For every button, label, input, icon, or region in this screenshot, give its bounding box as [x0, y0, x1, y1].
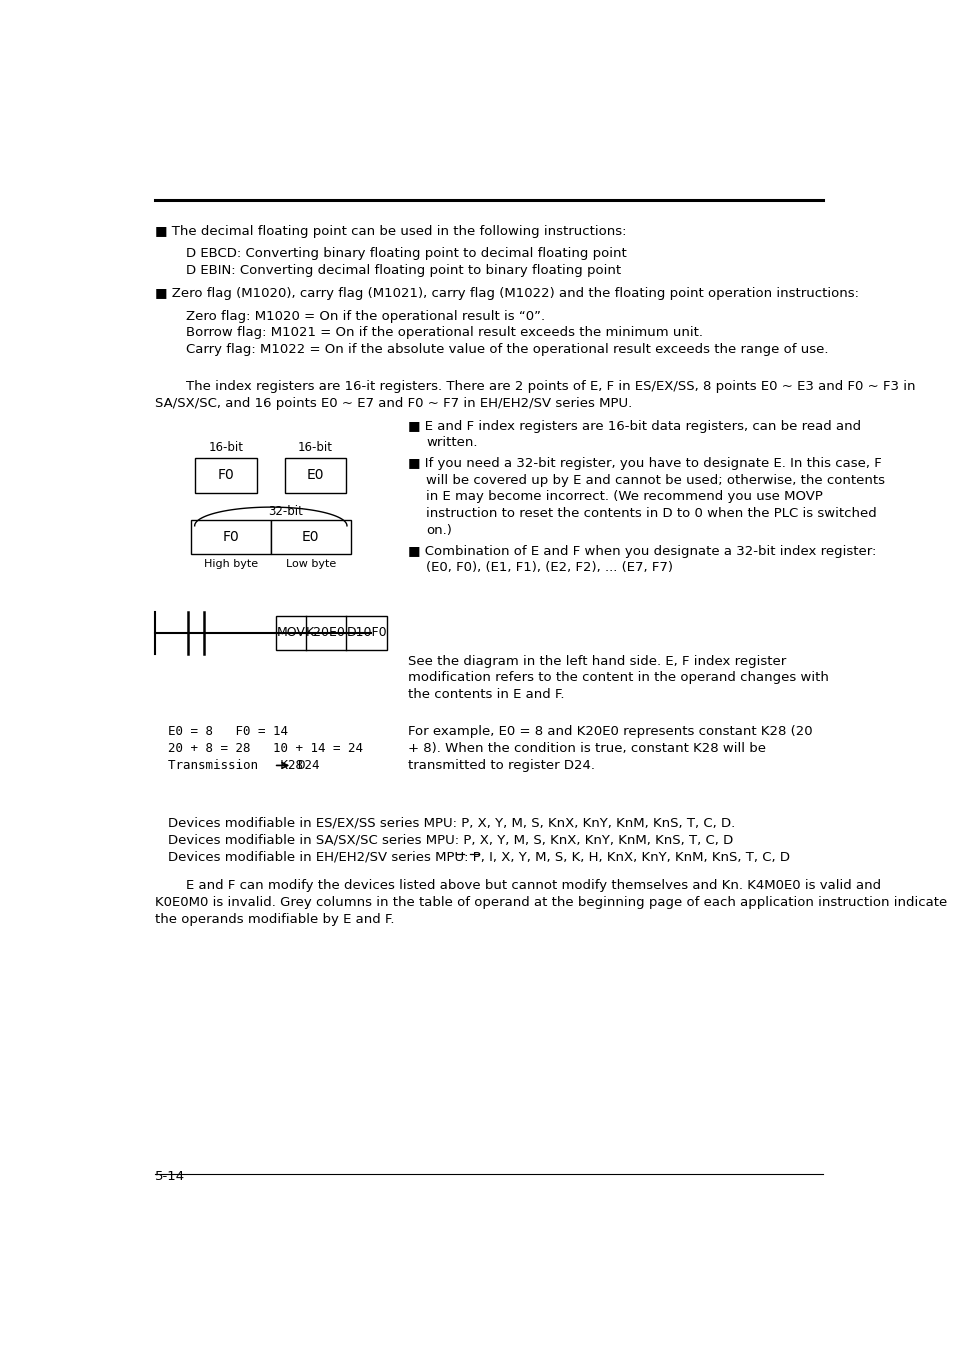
- Text: Transmission   K28: Transmission K28: [168, 759, 303, 772]
- Text: 16-bit: 16-bit: [297, 440, 333, 454]
- Text: the operands modifiable by E and F.: the operands modifiable by E and F.: [154, 913, 394, 926]
- Text: Devices modifiable in ES/EX/SS series MPU: P, X, Y, M, S, KnX, KnY, KnM, KnS, T,: Devices modifiable in ES/EX/SS series MP…: [168, 817, 735, 830]
- Text: K0E0M0 is invalid. Grey columns in the table of operand at the beginning page of: K0E0M0 is invalid. Grey columns in the t…: [154, 896, 946, 909]
- Text: D EBIN: Converting decimal floating point to binary floating point: D EBIN: Converting decimal floating poin…: [186, 263, 620, 277]
- Text: 32-bit: 32-bit: [268, 505, 303, 518]
- Bar: [285, 458, 346, 493]
- Text: E0: E0: [302, 529, 319, 544]
- Text: written.: written.: [426, 436, 477, 450]
- Bar: [191, 520, 271, 554]
- Text: SA/SX/SC, and 16 points E0 ~ E7 and F0 ~ F7 in EH/EH2/SV series MPU.: SA/SX/SC, and 16 points E0 ~ E7 and F0 ~…: [154, 397, 631, 410]
- Text: K20E0: K20E0: [306, 626, 346, 640]
- Text: in E may become incorrect. (We recommend you use MOVP: in E may become incorrect. (We recommend…: [426, 490, 822, 504]
- Text: Low byte: Low byte: [285, 559, 335, 570]
- Text: on.): on.): [426, 524, 452, 537]
- Text: E0 = 8   F0 = 14: E0 = 8 F0 = 14: [168, 725, 288, 738]
- Text: transmitted to register D24.: transmitted to register D24.: [407, 759, 594, 772]
- Text: + 8). When the condition is true, constant K28 will be: + 8). When the condition is true, consta…: [407, 743, 765, 755]
- Text: Devices modifiable in SA/SX/SC series MPU: P, X, Y, M, S, KnX, KnY, KnM, KnS, T,: Devices modifiable in SA/SX/SC series MP…: [168, 833, 733, 846]
- Text: the contents in E and F.: the contents in E and F.: [407, 688, 563, 701]
- Text: F0: F0: [222, 529, 239, 544]
- Text: Devices modifiable in EH/EH2/SV series MPU: P, I, X, Y, M, S, K, H, KnX, KnY, Kn: Devices modifiable in EH/EH2/SV series M…: [168, 850, 789, 863]
- Text: ■ E and F index registers are 16-bit data registers, can be read and: ■ E and F index registers are 16-bit dat…: [407, 420, 860, 433]
- Text: ■ Zero flag (M1020), carry flag (M1021), carry flag (M1022) and the floating poi: ■ Zero flag (M1020), carry flag (M1021),…: [154, 286, 858, 300]
- Text: The index registers are 16-it registers. There are 2 points of E, F in ES/EX/SS,: The index registers are 16-it registers.…: [186, 381, 914, 393]
- Text: (E0, F0), (E1, F1), (E2, F2), ... (E7, F7): (E0, F0), (E1, F1), (E2, F2), ... (E7, F…: [426, 562, 673, 574]
- Text: See the diagram in the left hand side. E, F index register: See the diagram in the left hand side. E…: [407, 655, 785, 668]
- Text: 16-bit: 16-bit: [209, 440, 243, 454]
- Text: High byte: High byte: [204, 559, 257, 570]
- Text: instruction to reset the contents in D to 0 when the PLC is switched: instruction to reset the contents in D t…: [426, 508, 876, 520]
- Text: 5-14: 5-14: [154, 1170, 185, 1183]
- Text: Zero flag: M1020 = On if the operational result is “0”.: Zero flag: M1020 = On if the operational…: [186, 309, 544, 323]
- Text: modification refers to the content in the operand changes with: modification refers to the content in th…: [407, 671, 827, 684]
- Bar: [195, 458, 256, 493]
- Text: Borrow flag: M1021 = On if the operational result exceeds the minimum unit.: Borrow flag: M1021 = On if the operation…: [186, 327, 702, 339]
- Text: ■ If you need a 32-bit register, you have to designate E. In this case, F: ■ If you need a 32-bit register, you hav…: [407, 458, 881, 470]
- Text: Carry flag: M1022 = On if the absolute value of the operational result exceeds t: Carry flag: M1022 = On if the absolute v…: [186, 343, 827, 356]
- Text: E0: E0: [307, 468, 324, 482]
- Text: 20 + 8 = 28   10 + 14 = 24: 20 + 8 = 28 10 + 14 = 24: [168, 743, 363, 755]
- Text: D24: D24: [296, 759, 319, 772]
- Bar: [275, 616, 387, 651]
- Bar: [271, 520, 351, 554]
- Text: ■ Combination of E and F when you designate a 32-bit index register:: ■ Combination of E and F when you design…: [407, 544, 875, 558]
- Text: will be covered up by E and cannot be used; otherwise, the contents: will be covered up by E and cannot be us…: [426, 474, 884, 487]
- Text: E and F can modify the devices listed above but cannot modify themselves and Kn.: E and F can modify the devices listed ab…: [186, 879, 880, 892]
- Text: D EBCD: Converting binary floating point to decimal floating point: D EBCD: Converting binary floating point…: [186, 247, 626, 261]
- Text: D10F0: D10F0: [346, 626, 387, 640]
- Text: ■ The decimal floating point can be used in the following instructions:: ■ The decimal floating point can be used…: [154, 225, 625, 239]
- Text: For example, E0 = 8 and K20E0 represents constant K28 (20: For example, E0 = 8 and K20E0 represents…: [407, 725, 811, 738]
- Text: MOV: MOV: [276, 626, 305, 640]
- Text: F0: F0: [217, 468, 234, 482]
